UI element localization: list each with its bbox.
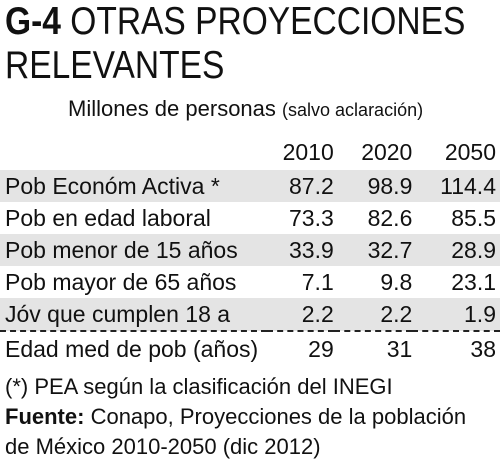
row-label: Pob Económ Activa * [0,170,267,202]
row-label: Jóv que cumplen 18 a [0,298,267,331]
cell-value: 7.1 [301,269,334,295]
units-main: Millones de personas [68,96,276,121]
cell-value: 9.8 [380,269,413,295]
cell-value: 1.9 [412,298,500,331]
table-row: Pob en edad laboral 73.3 82.6 85.5 [0,202,500,234]
cell-value: 38 [412,330,500,366]
cell-value: 2.2 [333,298,413,331]
title-line-2: RELEVANTES [5,44,225,87]
row-label: Edad med de pob (años) [0,330,267,366]
cell-value: 33.9 [266,234,334,266]
cell-value: 98.9 [333,170,413,202]
header-empty-cell [0,134,267,170]
table-row: Jóv que cumplen 18 a 2.2 2.2 1.9 [0,298,500,331]
source-label: Fuente: [5,404,85,429]
column-header: 2010 [282,139,334,165]
source-line: Fuente: Conapo, Proyecciones de la pobla… [5,402,497,432]
cell-value: 32.7 [333,234,413,266]
cell-value: 2.2 [266,298,334,331]
projections-table: 2010 2020 2050 Pob Económ Activa * 87.2 … [0,134,500,366]
table-header-row: 2010 2020 2050 [0,134,500,170]
cell-value: 29 [266,330,334,366]
column-header: 2050 [444,139,496,165]
row-label: Pob mayor de 65 años [5,269,237,295]
cell-value: 73.3 [288,205,334,231]
cell-value: 87.2 [266,170,334,202]
footnote: (*) PEA según la clasificación del INEGI [5,374,393,399]
units-subtitle: Millones de personas (salvo aclaración) [68,96,423,122]
source-text: Conapo, Proyecciones de la población [90,404,467,429]
row-label: Pob menor de 15 años [0,234,267,266]
footer: (*) PEA según la clasificación del INEGI… [5,372,497,462]
graphic-title: G-4 OTRAS PROYECCIONES RELEVANTES [5,0,465,88]
title-line-1: OTRAS PROYECCIONES [70,0,466,43]
cell-value: 85.5 [451,205,496,231]
cell-value: 28.9 [412,234,500,266]
cell-value: 114.4 [412,170,500,202]
column-header: 2020 [361,139,413,165]
table-row: Edad med de pob (años) 29 31 38 [0,330,500,366]
source-text-continued: de México 2010-2050 (dic 2012) [5,434,321,459]
units-note: (salvo aclaración) [282,100,424,120]
table-row: Pob mayor de 65 años 7.1 9.8 23.1 [0,266,500,298]
table-row: Pob menor de 15 años 33.9 32.7 28.9 [0,234,500,266]
cell-value: 23.1 [451,269,496,295]
row-label: Pob en edad laboral [5,205,211,231]
table-row: Pob Económ Activa * 87.2 98.9 114.4 [0,170,500,202]
cell-value: 82.6 [367,205,413,231]
cell-value: 31 [333,330,413,366]
graphic-code: G-4 [5,0,61,43]
